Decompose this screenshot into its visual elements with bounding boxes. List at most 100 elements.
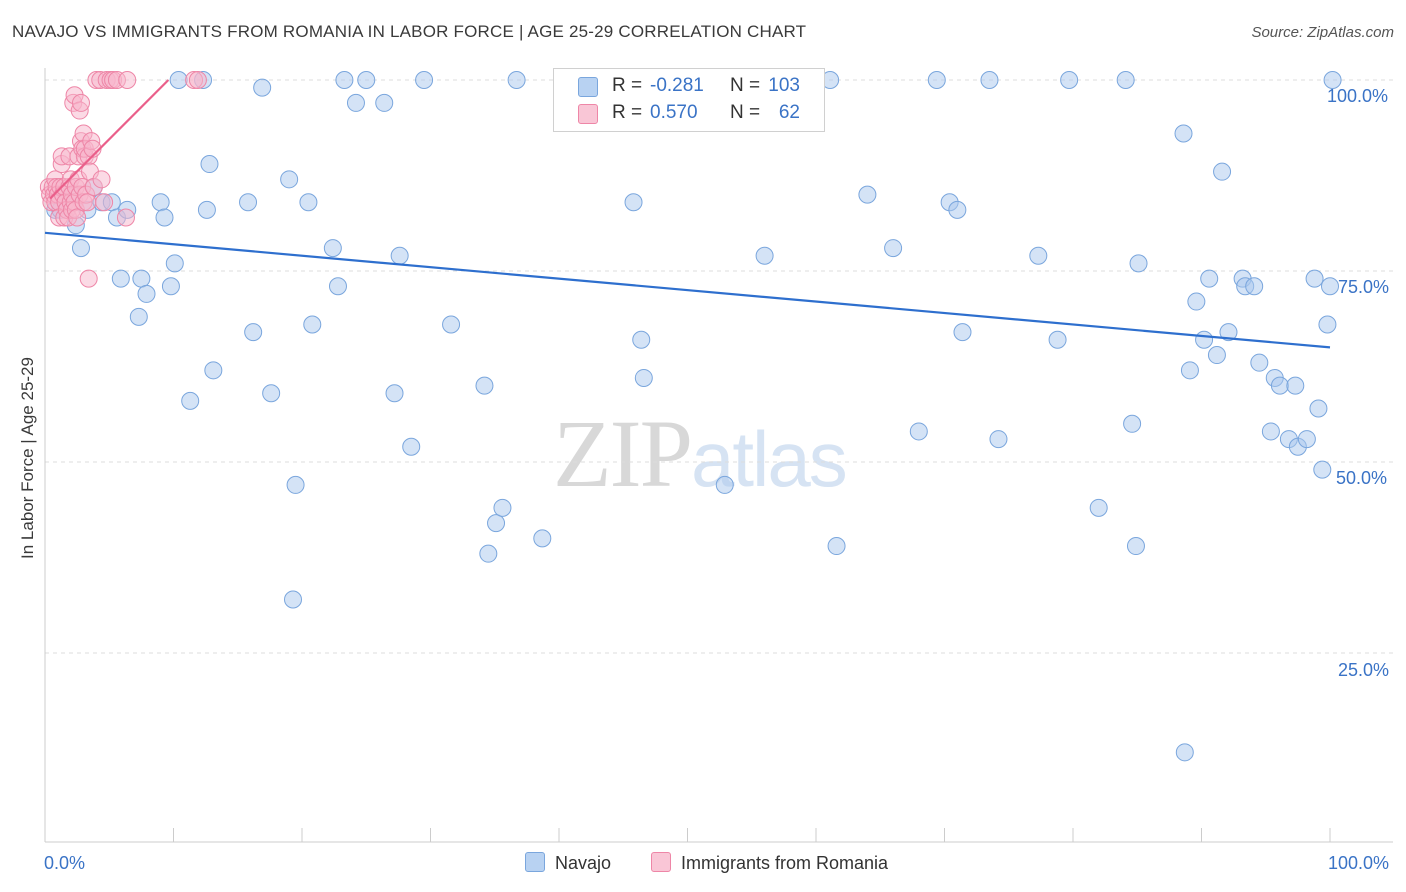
point-navajo (479, 544, 498, 563)
point-navajo (286, 475, 305, 494)
point-navajo (200, 155, 219, 174)
point-navajo (375, 93, 394, 112)
point-navajo (980, 71, 999, 89)
point-navajo (1200, 269, 1219, 288)
y-tick-label-100: 100.0% (1327, 86, 1389, 106)
point-romania (95, 193, 114, 212)
point-navajo (253, 78, 272, 97)
point-navajo (884, 239, 903, 258)
point-navajo (402, 437, 421, 456)
point-navajo (948, 200, 967, 219)
point-navajo (1060, 71, 1079, 89)
point-navajo (1195, 330, 1214, 349)
y-tick-label-75: 75.0% (1338, 277, 1390, 297)
point-navajo (161, 277, 180, 296)
point-navajo (1321, 277, 1339, 296)
point-navajo (1250, 353, 1269, 372)
point-navajo (989, 430, 1008, 449)
point-navajo (1129, 254, 1148, 273)
point-navajo (169, 71, 188, 89)
point-romania (118, 71, 137, 89)
legend-navajo-label: Navajo (555, 853, 612, 873)
point-navajo (909, 422, 928, 441)
point-navajo (1305, 269, 1324, 288)
point-romania (78, 193, 97, 212)
point-navajo (827, 537, 846, 556)
point-navajo (280, 170, 299, 189)
point-navajo (1175, 743, 1194, 762)
point-navajo (357, 71, 376, 89)
point-navajo (1309, 399, 1328, 418)
point-romania (116, 208, 135, 227)
watermark: ZIPatlas (553, 398, 848, 509)
point-navajo (155, 208, 174, 227)
point-navajo (487, 514, 506, 533)
point-navajo (1187, 292, 1206, 311)
point-navajo (129, 307, 148, 326)
source-credit: Source: ZipAtlas.com (1251, 24, 1394, 41)
legend-navajo-swatch (525, 852, 545, 872)
point-navajo (165, 254, 184, 273)
navajo-swatch (578, 77, 598, 97)
point-navajo (346, 93, 365, 112)
point-navajo (624, 193, 643, 212)
legend-romania-label: Immigrants from Romania (681, 853, 889, 873)
point-navajo (390, 246, 409, 265)
point-navajo (111, 269, 130, 288)
point-navajo (475, 376, 494, 395)
trendline-romania (49, 79, 170, 200)
point-navajo (1116, 71, 1135, 89)
romania-r-value: 0.570 (650, 102, 698, 123)
point-navajo (151, 193, 170, 212)
legend-item-romania: Immigrants from Romania (651, 852, 888, 874)
point-navajo (858, 185, 877, 204)
point-navajo (1286, 376, 1305, 395)
point-navajo (284, 590, 303, 609)
point-navajo (1297, 430, 1316, 449)
y-tick-label-50: 50.0% (1336, 468, 1388, 488)
point-navajo (1270, 376, 1289, 395)
point-navajo (132, 269, 151, 288)
romania-n-label: N = (730, 102, 761, 123)
point-navajo (1323, 71, 1342, 89)
point-navajo (335, 71, 354, 89)
point-navajo (533, 529, 552, 548)
y-tick-label-25: 25.0% (1338, 660, 1390, 680)
point-navajo (1213, 162, 1232, 181)
point-navajo (1219, 323, 1238, 342)
stats-legend: R = -0.281 N = 103 R = 0.570 N = 62 (553, 68, 825, 132)
point-navajo (71, 239, 90, 258)
point-navajo (385, 384, 404, 403)
point-romania (79, 269, 98, 288)
point-navajo (181, 391, 200, 410)
point-navajo (1089, 498, 1108, 517)
chart-title: NAVAJO VS IMMIGRANTS FROM ROMANIA IN LAB… (12, 22, 807, 41)
point-navajo (137, 284, 156, 303)
point-navajo (244, 323, 263, 342)
legend-item-navajo: Navajo (525, 852, 611, 874)
point-navajo (204, 361, 223, 380)
point-romania (68, 208, 87, 227)
point-romania (92, 170, 111, 189)
point-romania (71, 93, 90, 112)
point-navajo (1313, 460, 1332, 479)
point-navajo (197, 200, 216, 219)
navajo-n-value: 103 (768, 75, 800, 96)
point-navajo (953, 323, 972, 342)
legend-romania-swatch (651, 852, 671, 872)
point-navajo (323, 239, 342, 258)
navajo-n-label: N = (730, 75, 761, 96)
point-navajo (927, 71, 946, 89)
point-navajo (1126, 537, 1145, 556)
point-navajo (415, 71, 434, 89)
x-tick-label-min: 0.0% (44, 853, 86, 873)
trendline-navajo (44, 231, 1331, 349)
point-navajo (1261, 422, 1280, 441)
point-navajo (1123, 414, 1142, 433)
navajo-r-label: R = (612, 75, 643, 96)
point-navajo (262, 384, 281, 403)
point-navajo (1029, 246, 1048, 265)
romania-swatch (578, 104, 598, 124)
point-navajo (303, 315, 322, 334)
